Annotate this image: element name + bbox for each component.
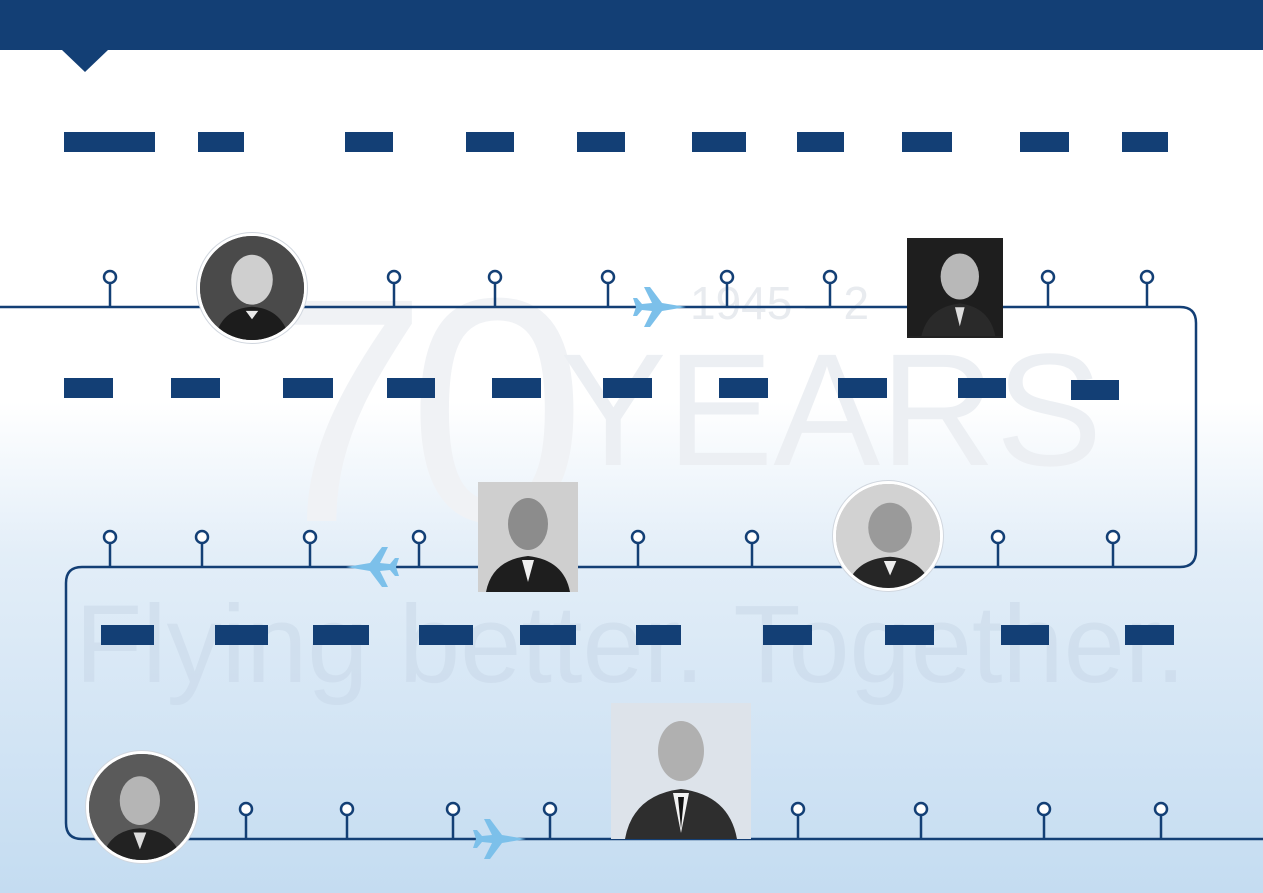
timeline-marker [102, 269, 118, 309]
year-label [283, 378, 333, 398]
year-label [1020, 132, 1069, 152]
timeline-marker [790, 801, 806, 841]
year-label [520, 625, 576, 645]
timeline-marker [445, 801, 461, 841]
watermark-years: YEARS [560, 320, 1103, 499]
timeline-marker [1153, 801, 1169, 841]
timeline-marker [386, 269, 402, 309]
portrait-photo [478, 482, 578, 592]
plane-icon [346, 547, 399, 587]
year-label [101, 625, 154, 645]
timeline-marker [1040, 269, 1056, 309]
portrait-photo [86, 751, 198, 863]
portrait-photo [197, 233, 307, 343]
year-label [636, 625, 681, 645]
timeline-marker [411, 529, 427, 569]
timeline-marker [822, 269, 838, 309]
plane-icon [633, 287, 686, 327]
timeline-marker [719, 269, 735, 309]
year-label [763, 625, 812, 645]
header-pointer [62, 50, 108, 72]
timeline-marker [339, 801, 355, 841]
year-label [215, 625, 268, 645]
year-label [492, 378, 541, 398]
year-label [64, 378, 113, 398]
year-label [345, 132, 393, 152]
year-label [577, 132, 625, 152]
year-label [838, 378, 887, 398]
timeline-marker [630, 529, 646, 569]
timeline-marker [1036, 801, 1052, 841]
year-label [1001, 625, 1049, 645]
timeline-marker [102, 529, 118, 569]
portrait-photo [611, 703, 751, 839]
year-label [603, 378, 652, 398]
year-label [1122, 132, 1168, 152]
year-label [719, 378, 768, 398]
timeline-marker [913, 801, 929, 841]
timeline-marker [1139, 269, 1155, 309]
year-label [885, 625, 934, 645]
year-label [171, 378, 220, 398]
timeline-marker [487, 269, 503, 309]
year-label [198, 132, 244, 152]
header-bar [0, 0, 1263, 50]
year-label [797, 132, 844, 152]
year-label [313, 625, 369, 645]
timeline-marker [600, 269, 616, 309]
timeline-marker [744, 529, 760, 569]
watermark-dates: 1945 – 2 [690, 277, 870, 329]
timeline-marker [302, 529, 318, 569]
year-label [64, 132, 155, 152]
portrait-photo [833, 481, 943, 591]
portrait-photo [907, 238, 1003, 338]
timeline-marker [1105, 529, 1121, 569]
timeline-marker [990, 529, 1006, 569]
timeline-path [0, 305, 1263, 841]
timeline-marker [194, 529, 210, 569]
timeline-marker [542, 801, 558, 841]
year-label [1125, 625, 1174, 645]
year-label [1071, 380, 1119, 400]
year-label [958, 378, 1006, 398]
year-label [466, 132, 514, 152]
year-label [692, 132, 746, 152]
timeline-marker [238, 801, 254, 841]
year-label [387, 378, 435, 398]
year-label [902, 132, 952, 152]
plane-icon [473, 819, 526, 859]
year-label [419, 625, 473, 645]
